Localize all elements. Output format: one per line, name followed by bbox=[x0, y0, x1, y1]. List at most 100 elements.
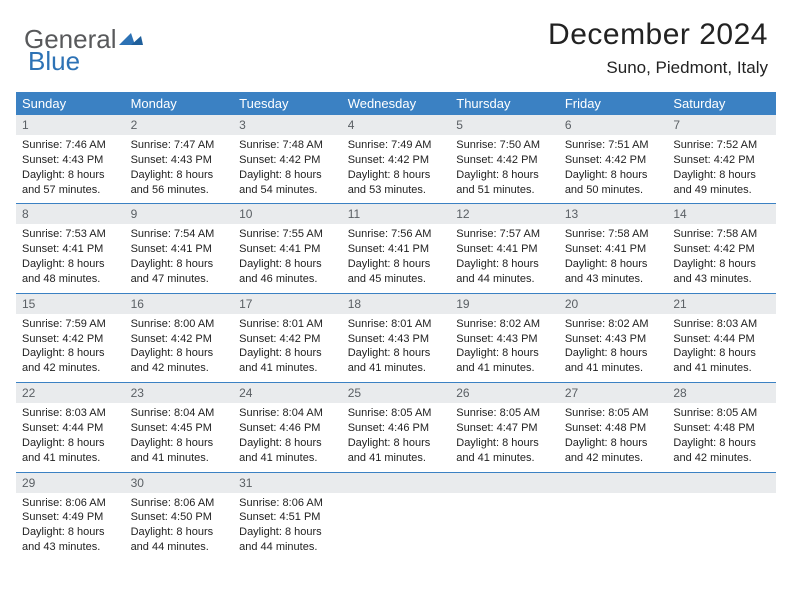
sunrise-line: Sunrise: 8:01 AM bbox=[239, 317, 336, 332]
day-body-cell: Sunrise: 7:57 AMSunset: 4:41 PMDaylight:… bbox=[450, 224, 559, 293]
day-body-cell bbox=[559, 493, 668, 561]
daylight-line: Daylight: 8 hours and 44 minutes. bbox=[131, 525, 228, 555]
day-body-cell: Sunrise: 7:46 AMSunset: 4:43 PMDaylight:… bbox=[16, 135, 125, 204]
day-body-cell: Sunrise: 7:56 AMSunset: 4:41 PMDaylight:… bbox=[342, 224, 451, 293]
day-header-cell: Friday bbox=[559, 92, 668, 115]
sunrise-line: Sunrise: 7:55 AM bbox=[239, 227, 336, 242]
sunset-line: Sunset: 4:46 PM bbox=[348, 421, 445, 436]
daylight-line: Daylight: 8 hours and 41 minutes. bbox=[131, 436, 228, 466]
day-number-cell: 10 bbox=[233, 204, 342, 225]
day-number-cell: 23 bbox=[125, 383, 234, 404]
sunrise-line: Sunrise: 7:58 AM bbox=[673, 227, 770, 242]
day-body-cell: Sunrise: 7:53 AMSunset: 4:41 PMDaylight:… bbox=[16, 224, 125, 293]
daylight-line: Daylight: 8 hours and 49 minutes. bbox=[673, 168, 770, 198]
day-number-cell: 16 bbox=[125, 293, 234, 314]
day-body-cell: Sunrise: 8:01 AMSunset: 4:42 PMDaylight:… bbox=[233, 314, 342, 383]
day-header-cell: Saturday bbox=[667, 92, 776, 115]
sunrise-line: Sunrise: 7:53 AM bbox=[22, 227, 119, 242]
sunrise-line: Sunrise: 7:47 AM bbox=[131, 138, 228, 153]
day-number-cell: 17 bbox=[233, 293, 342, 314]
day-number-cell: 13 bbox=[559, 204, 668, 225]
sunset-line: Sunset: 4:43 PM bbox=[456, 332, 553, 347]
day-number-row: 1234567 bbox=[16, 115, 776, 135]
month-title: December 2024 bbox=[548, 18, 768, 52]
day-header-cell: Thursday bbox=[450, 92, 559, 115]
day-number-cell bbox=[450, 472, 559, 493]
day-header-cell: Monday bbox=[125, 92, 234, 115]
daylight-line: Daylight: 8 hours and 43 minutes. bbox=[565, 257, 662, 287]
sunrise-line: Sunrise: 8:03 AM bbox=[22, 406, 119, 421]
day-number-cell: 24 bbox=[233, 383, 342, 404]
day-body-cell: Sunrise: 8:03 AMSunset: 4:44 PMDaylight:… bbox=[667, 314, 776, 383]
day-body-cell: Sunrise: 8:05 AMSunset: 4:48 PMDaylight:… bbox=[559, 403, 668, 472]
day-body-cell: Sunrise: 7:51 AMSunset: 4:42 PMDaylight:… bbox=[559, 135, 668, 204]
daylight-line: Daylight: 8 hours and 56 minutes. bbox=[131, 168, 228, 198]
sunrise-line: Sunrise: 8:02 AM bbox=[565, 317, 662, 332]
daylight-line: Daylight: 8 hours and 54 minutes. bbox=[239, 168, 336, 198]
day-number-row: 293031 bbox=[16, 472, 776, 493]
sunset-line: Sunset: 4:47 PM bbox=[456, 421, 553, 436]
day-body-cell: Sunrise: 7:50 AMSunset: 4:42 PMDaylight:… bbox=[450, 135, 559, 204]
sunrise-line: Sunrise: 8:02 AM bbox=[456, 317, 553, 332]
day-body-row: Sunrise: 8:06 AMSunset: 4:49 PMDaylight:… bbox=[16, 493, 776, 561]
day-body-cell: Sunrise: 7:58 AMSunset: 4:42 PMDaylight:… bbox=[667, 224, 776, 293]
daylight-line: Daylight: 8 hours and 51 minutes. bbox=[456, 168, 553, 198]
sunrise-line: Sunrise: 7:52 AM bbox=[673, 138, 770, 153]
sunset-line: Sunset: 4:49 PM bbox=[22, 510, 119, 525]
day-header-cell: Sunday bbox=[16, 92, 125, 115]
sunset-line: Sunset: 4:42 PM bbox=[348, 153, 445, 168]
day-body-cell: Sunrise: 8:05 AMSunset: 4:48 PMDaylight:… bbox=[667, 403, 776, 472]
sunrise-line: Sunrise: 7:49 AM bbox=[348, 138, 445, 153]
day-number-cell: 25 bbox=[342, 383, 451, 404]
sunset-line: Sunset: 4:48 PM bbox=[673, 421, 770, 436]
sunrise-line: Sunrise: 7:56 AM bbox=[348, 227, 445, 242]
day-body-cell: Sunrise: 8:03 AMSunset: 4:44 PMDaylight:… bbox=[16, 403, 125, 472]
day-body-cell: Sunrise: 7:52 AMSunset: 4:42 PMDaylight:… bbox=[667, 135, 776, 204]
day-body-cell: Sunrise: 8:05 AMSunset: 4:47 PMDaylight:… bbox=[450, 403, 559, 472]
sunset-line: Sunset: 4:46 PM bbox=[239, 421, 336, 436]
sunrise-line: Sunrise: 8:01 AM bbox=[348, 317, 445, 332]
daylight-line: Daylight: 8 hours and 57 minutes. bbox=[22, 168, 119, 198]
sunset-line: Sunset: 4:41 PM bbox=[131, 242, 228, 257]
sunset-line: Sunset: 4:41 PM bbox=[239, 242, 336, 257]
day-body-row: Sunrise: 7:59 AMSunset: 4:42 PMDaylight:… bbox=[16, 314, 776, 383]
day-number-cell: 7 bbox=[667, 115, 776, 135]
day-number-cell: 8 bbox=[16, 204, 125, 225]
day-body-cell: Sunrise: 8:06 AMSunset: 4:51 PMDaylight:… bbox=[233, 493, 342, 561]
daylight-line: Daylight: 8 hours and 42 minutes. bbox=[22, 346, 119, 376]
sunset-line: Sunset: 4:41 PM bbox=[456, 242, 553, 257]
sunrise-line: Sunrise: 8:04 AM bbox=[131, 406, 228, 421]
day-header-cell: Tuesday bbox=[233, 92, 342, 115]
daylight-line: Daylight: 8 hours and 46 minutes. bbox=[239, 257, 336, 287]
sunset-line: Sunset: 4:45 PM bbox=[131, 421, 228, 436]
day-body-cell bbox=[667, 493, 776, 561]
daylight-line: Daylight: 8 hours and 42 minutes. bbox=[131, 346, 228, 376]
sunset-line: Sunset: 4:41 PM bbox=[22, 242, 119, 257]
day-number-cell bbox=[342, 472, 451, 493]
day-body-cell: Sunrise: 7:59 AMSunset: 4:42 PMDaylight:… bbox=[16, 314, 125, 383]
daylight-line: Daylight: 8 hours and 45 minutes. bbox=[348, 257, 445, 287]
day-body-cell: Sunrise: 8:02 AMSunset: 4:43 PMDaylight:… bbox=[450, 314, 559, 383]
daylight-line: Daylight: 8 hours and 41 minutes. bbox=[673, 346, 770, 376]
sunset-line: Sunset: 4:43 PM bbox=[131, 153, 228, 168]
daylight-line: Daylight: 8 hours and 41 minutes. bbox=[565, 346, 662, 376]
day-body-cell: Sunrise: 8:06 AMSunset: 4:50 PMDaylight:… bbox=[125, 493, 234, 561]
day-number-cell: 30 bbox=[125, 472, 234, 493]
sunrise-line: Sunrise: 8:05 AM bbox=[348, 406, 445, 421]
day-number-cell: 28 bbox=[667, 383, 776, 404]
day-body-cell: Sunrise: 8:04 AMSunset: 4:45 PMDaylight:… bbox=[125, 403, 234, 472]
daylight-line: Daylight: 8 hours and 41 minutes. bbox=[348, 346, 445, 376]
day-body-row: Sunrise: 7:46 AMSunset: 4:43 PMDaylight:… bbox=[16, 135, 776, 204]
sunset-line: Sunset: 4:42 PM bbox=[673, 242, 770, 257]
day-number-cell: 1 bbox=[16, 115, 125, 135]
sunset-line: Sunset: 4:42 PM bbox=[131, 332, 228, 347]
daylight-line: Daylight: 8 hours and 41 minutes. bbox=[239, 436, 336, 466]
title-block: December 2024 Suno, Piedmont, Italy bbox=[548, 18, 768, 78]
daylight-line: Daylight: 8 hours and 41 minutes. bbox=[456, 436, 553, 466]
day-body-cell: Sunrise: 8:01 AMSunset: 4:43 PMDaylight:… bbox=[342, 314, 451, 383]
day-header-row: SundayMondayTuesdayWednesdayThursdayFrid… bbox=[16, 92, 776, 115]
day-number-cell: 27 bbox=[559, 383, 668, 404]
day-body-cell: Sunrise: 8:04 AMSunset: 4:46 PMDaylight:… bbox=[233, 403, 342, 472]
sunset-line: Sunset: 4:42 PM bbox=[673, 153, 770, 168]
sunrise-line: Sunrise: 8:05 AM bbox=[565, 406, 662, 421]
